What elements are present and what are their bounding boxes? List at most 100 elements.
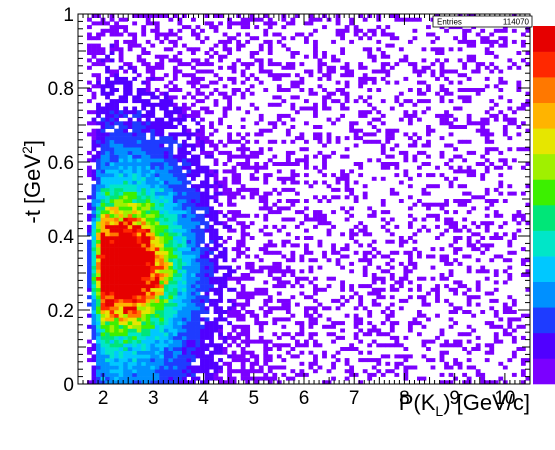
heatmap-cell [457, 125, 463, 129]
heatmap-cell [136, 54, 142, 59]
heatmap-cell [290, 17, 296, 22]
heatmap-cell [367, 313, 373, 318]
heatmap-cell [249, 84, 255, 89]
heatmap-cell [358, 14, 364, 18]
heatmap-cell [150, 372, 156, 377]
heatmap-cell [475, 232, 481, 237]
heatmap-cell [150, 158, 156, 163]
heatmap-cell [209, 121, 214, 126]
heatmap-cell [127, 239, 133, 244]
heatmap-cell [317, 221, 323, 226]
heatmap-cell [204, 276, 210, 281]
heatmap-cell [154, 173, 160, 178]
heatmap-cell [344, 187, 350, 192]
heatmap-cell [181, 328, 187, 333]
heatmap-cell [371, 239, 377, 244]
heatmap-cell [96, 128, 101, 133]
heatmap-cell [141, 47, 147, 52]
heatmap-cell [141, 313, 147, 318]
heatmap-cell [150, 213, 156, 218]
heatmap-cell [349, 128, 355, 133]
heatmap-cell [326, 184, 332, 189]
heatmap-cell [163, 110, 169, 115]
heatmap-cell [281, 284, 287, 289]
heatmap-cell [439, 154, 445, 159]
heatmap-cell [285, 47, 291, 52]
heatmap-cell [353, 162, 359, 166]
heatmap-cell [426, 99, 431, 104]
heatmap-cell [91, 199, 97, 203]
heatmap-cell [123, 335, 129, 340]
heatmap-cell [123, 343, 129, 348]
heatmap-cell [439, 206, 445, 211]
heatmap-cell [209, 372, 214, 377]
heatmap-cell [276, 84, 282, 89]
heatmap-cell [191, 287, 196, 292]
heatmap-cell [272, 317, 278, 322]
heatmap-cell [127, 269, 133, 274]
heatmap-cell [457, 80, 463, 85]
heatmap-cell [209, 154, 214, 159]
heatmap-cell [471, 169, 477, 174]
heatmap-cell [353, 306, 359, 311]
heatmap-cell [200, 350, 205, 355]
heatmap-cell [281, 73, 287, 78]
heatmap-cell [417, 99, 422, 104]
heatmap-cell [109, 343, 115, 348]
heatmap-cell [118, 217, 124, 222]
heatmap-cell [213, 158, 219, 163]
heatmap-cell [87, 350, 92, 355]
heatmap-cell [258, 321, 264, 326]
heatmap-cell [331, 298, 336, 303]
heatmap-cell [96, 350, 101, 355]
heatmap-cell [249, 269, 255, 274]
heatmap-cell [105, 228, 110, 233]
heatmap-cell [466, 324, 472, 329]
heatmap-cell [136, 324, 142, 329]
heatmap-cell [489, 202, 495, 207]
heatmap-cell [444, 339, 449, 344]
heatmap-cell [168, 254, 174, 259]
heatmap-cell [127, 121, 133, 126]
heatmap-cell [340, 328, 345, 333]
heatmap-cell [457, 202, 463, 207]
heatmap-cell [163, 258, 169, 263]
heatmap-cell [213, 28, 219, 33]
heatmap-cell [313, 306, 318, 311]
heatmap-cell [240, 332, 246, 337]
heatmap-cell [195, 184, 201, 189]
heatmap-cell [109, 88, 115, 92]
heatmap-cell [218, 306, 223, 311]
heatmap-cell [344, 136, 350, 141]
heatmap-cell [218, 284, 223, 289]
heatmap-cell [195, 195, 201, 200]
heatmap-cell [290, 54, 296, 59]
heatmap-cell [163, 313, 169, 318]
heatmap-cell [132, 128, 138, 133]
heatmap-cell [507, 306, 513, 311]
heatmap-cell [163, 14, 169, 18]
heatmap-cell [159, 239, 165, 244]
heatmap-cell [516, 221, 522, 226]
heatmap-cell [276, 250, 282, 255]
heatmap-cell [105, 350, 110, 355]
heatmap-cell [181, 380, 187, 385]
heatmap-cell [96, 298, 101, 303]
heatmap-cell [191, 217, 196, 222]
heatmap-cell [475, 372, 481, 377]
heatmap-cell [358, 339, 364, 344]
heatmap-cell [132, 191, 138, 196]
heatmap-cell [141, 51, 147, 55]
heatmap-cell [114, 154, 119, 159]
heatmap-cell [100, 51, 106, 55]
heatmap-cell [380, 354, 386, 359]
heatmap-cell [322, 354, 327, 359]
heatmap-cell [87, 243, 92, 248]
heatmap-cell [195, 369, 201, 374]
heatmap-cell [353, 291, 359, 296]
heatmap-cell [385, 332, 391, 337]
heatmap-cell [132, 173, 138, 178]
heatmap-cell [520, 102, 526, 107]
heatmap-cell [141, 361, 147, 366]
heatmap-cell [222, 106, 228, 111]
